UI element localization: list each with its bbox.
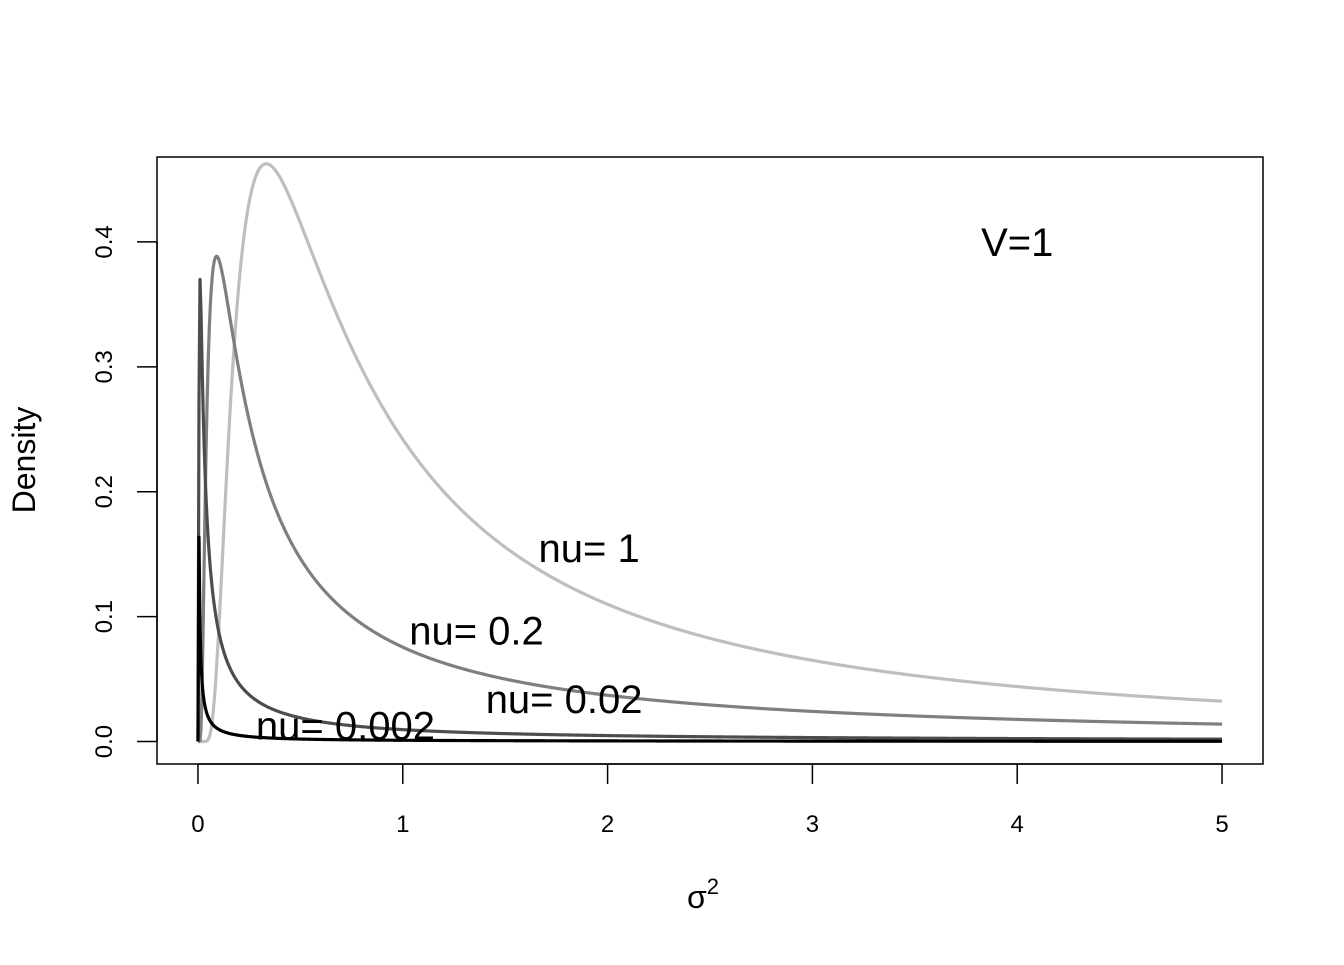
series-line-3 (196, 535, 1223, 743)
plot-frame (156, 156, 1264, 765)
x-axis: 0 1 2 3 4 5 (191, 763, 1229, 838)
series-line-2 (196, 277, 1223, 742)
x-axis-label: σ2 (687, 874, 719, 915)
x-tick-label: 1 (396, 811, 409, 838)
y-tick-label: 0.3 (91, 350, 118, 383)
series-label-1: nu= 0.2 (409, 609, 544, 653)
series-label-2: nu= 0.02 (486, 678, 643, 722)
y-axis-label: Density (6, 407, 42, 514)
x-tick-label: 2 (601, 811, 614, 838)
y-tick-label: 0.4 (91, 225, 118, 258)
series-line-0 (197, 162, 1223, 744)
y-tick-label: 0.2 (91, 475, 118, 508)
x-tick-label: 0 (191, 811, 204, 838)
curves (196, 162, 1223, 744)
x-tick-label: 5 (1215, 811, 1228, 838)
annotations: nu= 1 nu= 0.2 nu= 0.02 nu= 0.002 V=1 (256, 221, 1053, 748)
y-tick-label: 0.0 (91, 725, 118, 758)
y-axis: 0.0 0.1 0.2 0.3 0.4 (91, 225, 158, 758)
annotation-v: V=1 (981, 221, 1053, 265)
x-tick-label: 4 (1011, 811, 1024, 838)
x-tick-label: 3 (806, 811, 819, 838)
y-tick-label: 0.1 (91, 600, 118, 633)
series-line-1 (197, 254, 1223, 744)
series-label-0: nu= 1 (539, 527, 640, 571)
series-label-3: nu= 0.002 (256, 704, 435, 748)
